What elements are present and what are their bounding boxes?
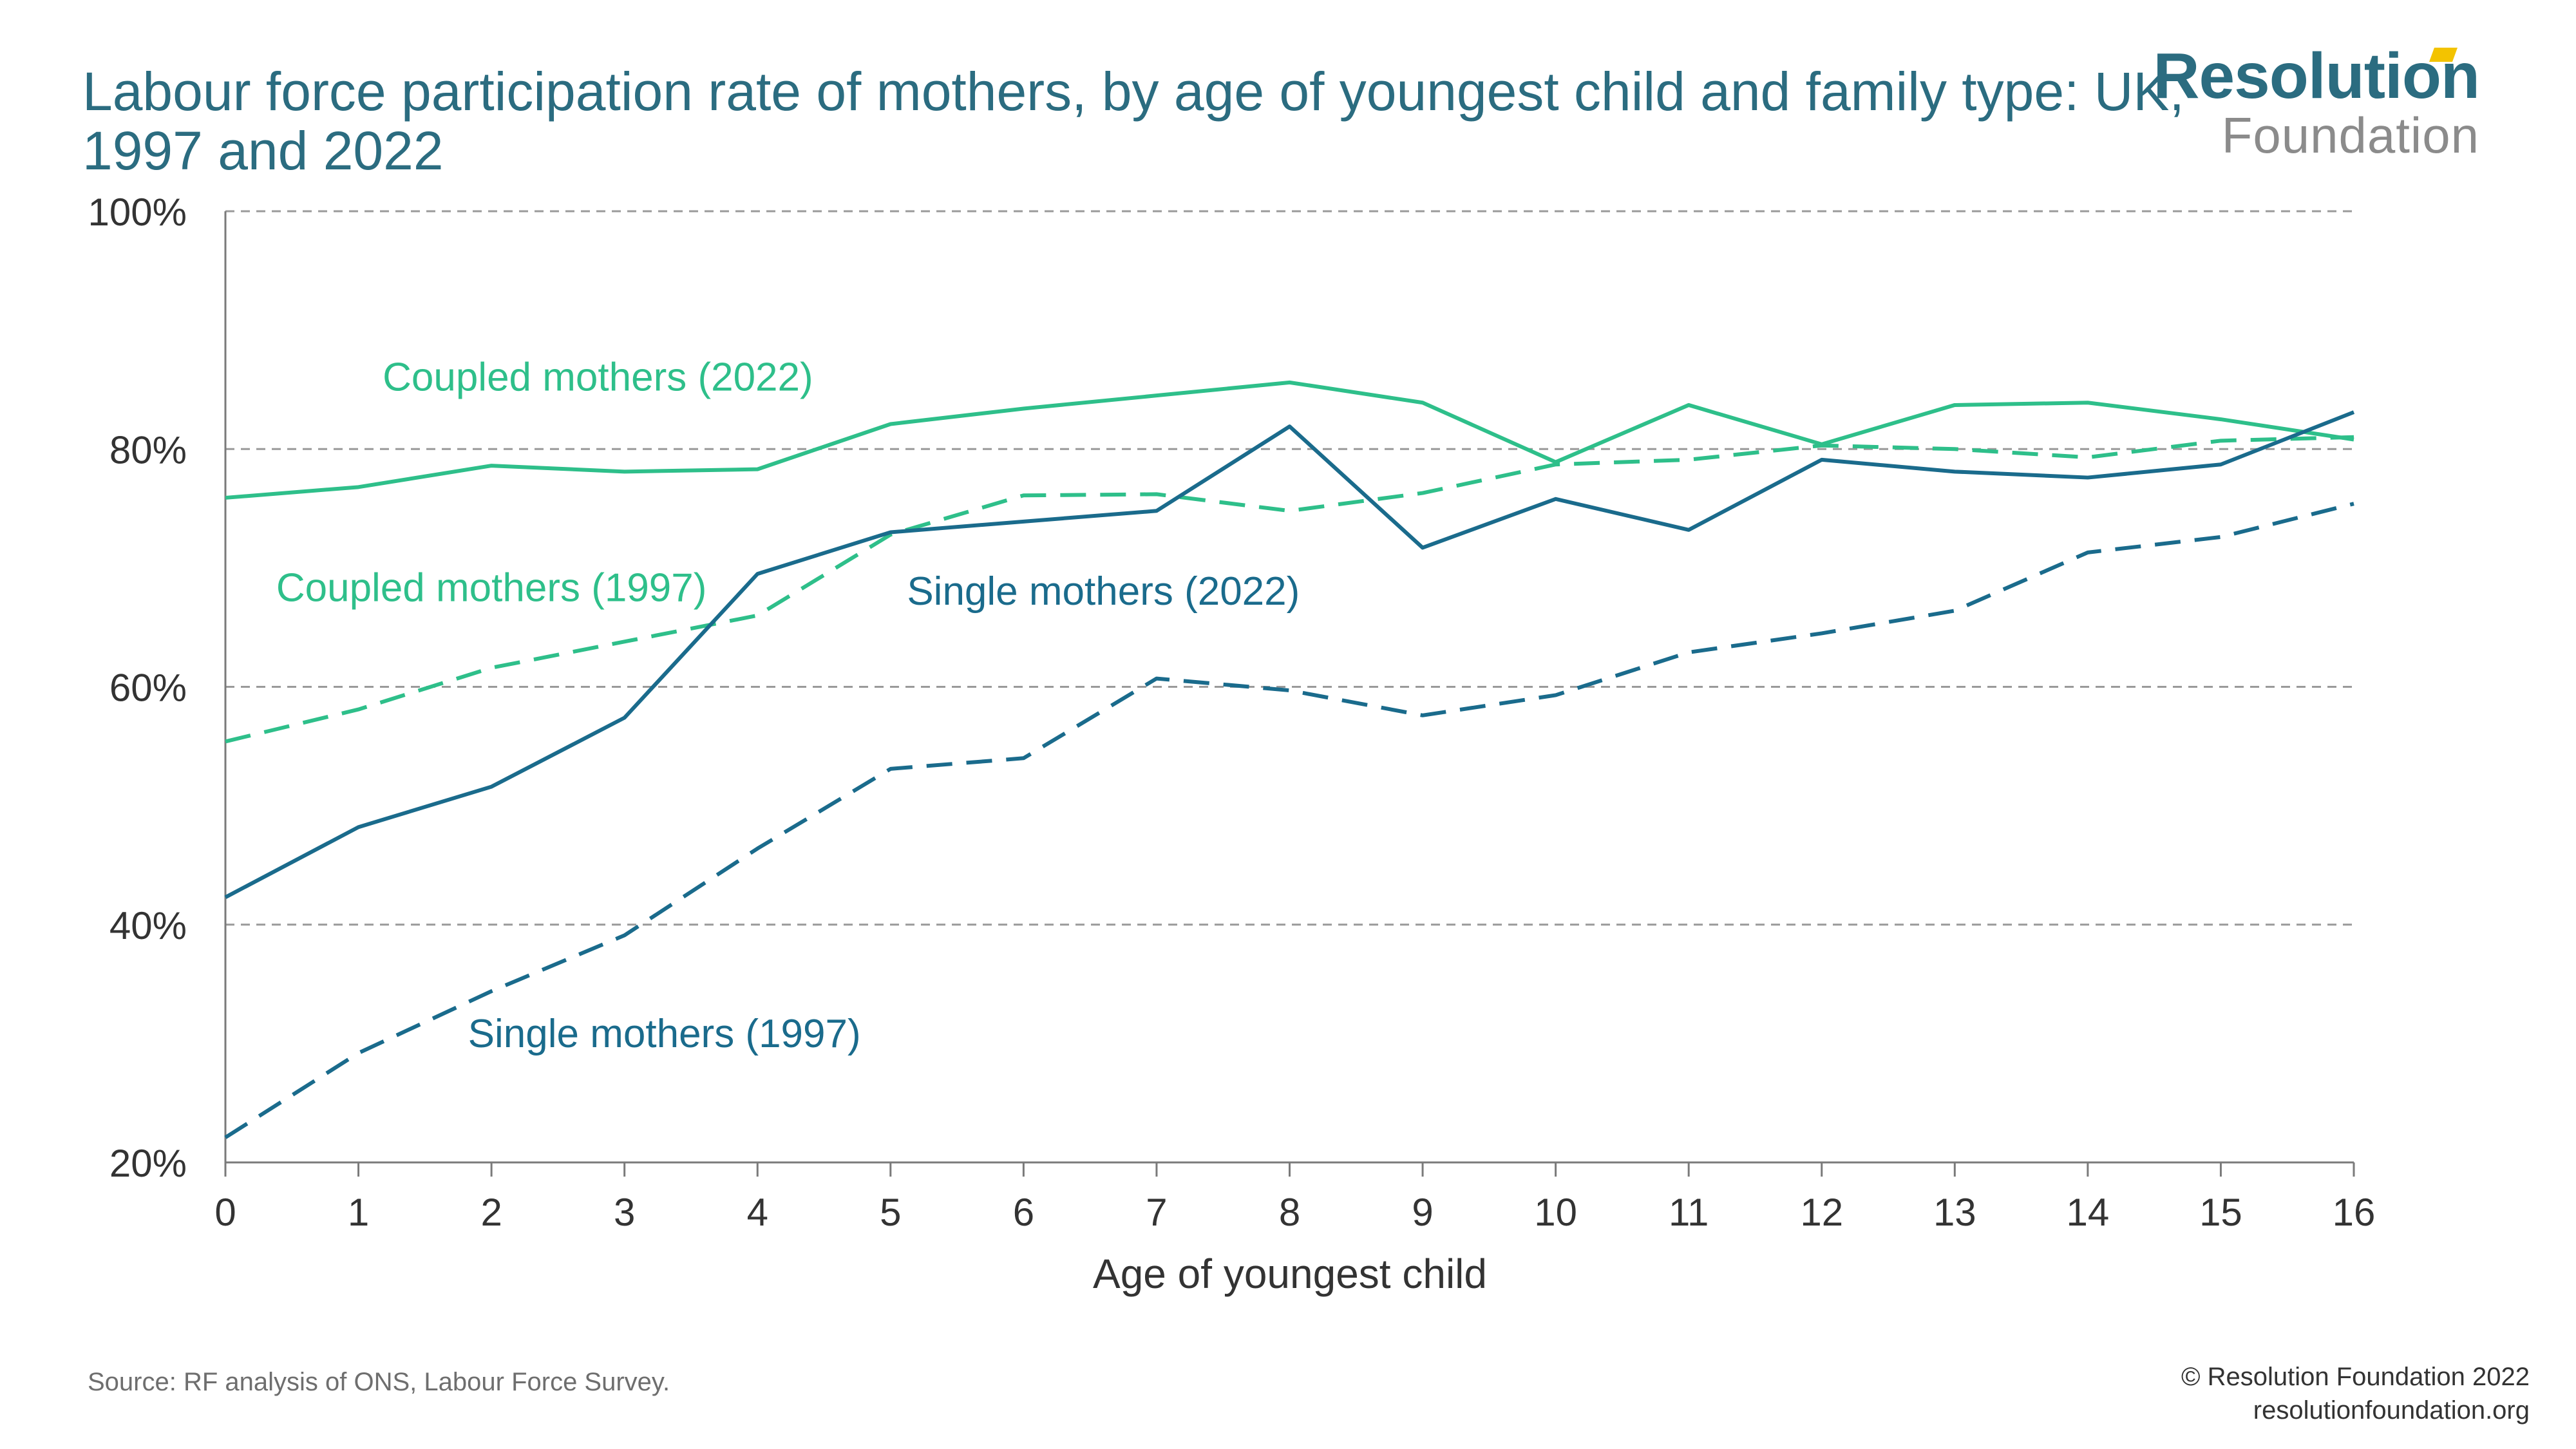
logo-sub-text: Foundation [2221,107,2479,164]
chart-title: Labour force participation rate of mothe… [82,61,2184,181]
series-labels: Coupled mothers (2022) Coupled mothers (1… [276,355,1300,1056]
x-tick-label: 5 [880,1191,901,1234]
x-tick-label: 13 [1933,1191,1976,1234]
y-tick-label: 40% [109,904,187,947]
x-tick-label: 15 [2199,1191,2242,1234]
source-note: Source: RF analysis of ONS, Labour Force… [88,1368,670,1396]
x-tick-label: 16 [2333,1191,2376,1234]
series-label: Single mothers (2022) [907,569,1300,614]
x-tick-label: 9 [1412,1191,1433,1234]
x-tick-label: 7 [1146,1191,1167,1234]
series-line-single-mothers-2022 [224,410,2355,899]
series-label: Coupled mothers (1997) [276,565,707,610]
y-tick-label: 100% [88,191,187,234]
y-tick-label: 60% [109,667,187,710]
x-tick-label: 0 [214,1191,236,1234]
series-label: Single mothers (1997) [468,1012,861,1056]
resolution-foundation-logo: Resolution Foundation [2153,40,2480,164]
x-tick-label: 6 [1013,1191,1034,1234]
y-axis-ticks: 20% 40% 60% 80% 100% [88,191,187,1185]
footer-credit: © Resolution Foundation 2022 resolutionf… [2181,1360,2530,1427]
logo-main-label: Resolution [2153,40,2480,112]
x-tick-label: 12 [1800,1191,1843,1234]
x-tick-label: 3 [614,1191,635,1234]
copyright-text: © Resolution Foundation 2022 [2181,1363,2530,1391]
x-tick-label: 10 [1534,1191,1577,1234]
x-axis-label: Age of youngest child [1093,1251,1487,1297]
y-tick-label: 20% [109,1142,187,1185]
x-tick-label: 1 [348,1191,369,1234]
website-text: resolutionfoundation.org [2253,1396,2530,1425]
y-tick-label: 80% [109,428,187,471]
x-axis-ticks: 0 1 2 3 4 5 6 7 8 9 10 11 12 13 14 15 16 [214,1162,2375,1234]
series-label: Coupled mothers (2022) [383,355,813,400]
x-tick-label: 8 [1279,1191,1300,1234]
x-tick-label: 11 [1669,1191,1709,1234]
logo-main-text: Resolution [2153,40,2480,112]
series-line-coupled-mothers-2022 [225,380,2354,500]
series-line-single-mothers-1997 [224,502,2354,1139]
x-tick-label: 4 [747,1191,768,1234]
x-tick-label: 2 [480,1191,502,1234]
series-line-coupled-mothers-1997 [225,435,2354,744]
series-lines [224,380,2355,1139]
x-tick-label: 14 [2067,1191,2110,1234]
